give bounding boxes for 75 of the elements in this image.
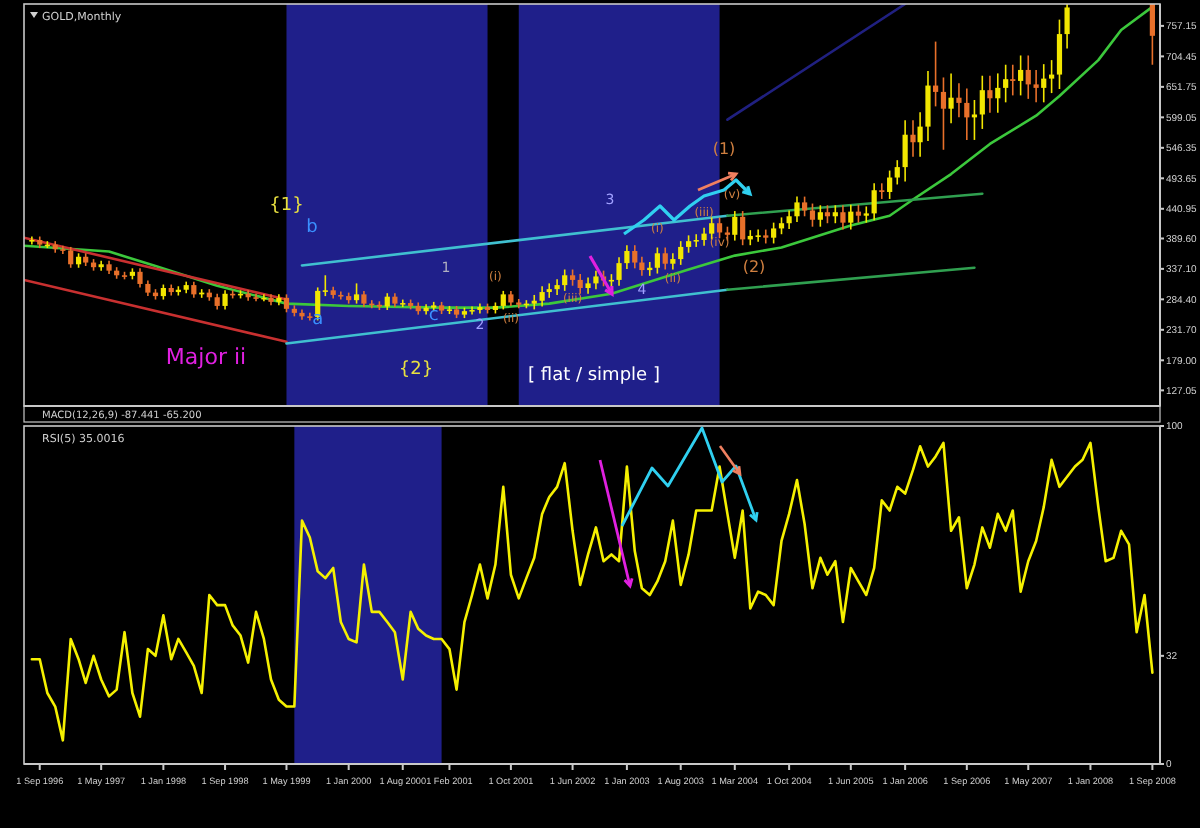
annotation: [ flat / simple ]	[528, 366, 660, 386]
candlestick	[871, 182, 877, 222]
candlestick	[1056, 18, 1063, 90]
candlestick	[546, 282, 552, 299]
candlestick	[593, 269, 599, 290]
candlestick	[531, 294, 537, 311]
candlestick	[910, 119, 916, 158]
annotation: b	[306, 218, 319, 238]
candlestick	[1025, 54, 1031, 100]
candlestick	[678, 240, 684, 266]
annotation: Major ii	[165, 344, 247, 370]
candlestick	[577, 273, 583, 295]
candlestick	[894, 159, 900, 186]
candlestick	[956, 82, 962, 119]
candlestick	[917, 111, 923, 158]
candlestick	[709, 216, 715, 241]
candlestick	[902, 119, 908, 183]
candlestick	[879, 182, 885, 200]
candlestick	[554, 278, 560, 296]
candlestick	[1064, 4, 1070, 50]
annotation: c	[428, 305, 439, 326]
candlestick	[964, 87, 970, 141]
candlestick	[948, 72, 954, 124]
candlestick	[817, 204, 823, 228]
candlestick	[1010, 63, 1016, 97]
candlestick	[137, 267, 143, 289]
annotation: {1}	[269, 195, 304, 216]
candlestick	[840, 204, 846, 231]
candlestick	[802, 195, 808, 218]
candlestick	[693, 233, 699, 248]
candlestick	[971, 99, 978, 141]
candlestick	[632, 244, 638, 270]
candlestick	[716, 216, 723, 240]
candlestick	[987, 74, 993, 114]
annotation: {2}	[398, 360, 434, 380]
candlestick	[940, 76, 947, 151]
line-series	[24, 5, 1154, 309]
candlestick	[1049, 59, 1055, 94]
candlestick	[654, 246, 660, 275]
annotation: (2)	[742, 258, 766, 276]
candlestick	[887, 169, 893, 200]
candlestick	[794, 195, 800, 223]
candlestick	[338, 290, 344, 301]
candlestick	[932, 40, 939, 108]
candlestick	[771, 221, 777, 245]
candlestick	[763, 228, 769, 245]
candlestick	[786, 209, 792, 230]
candlestick	[624, 244, 630, 270]
candlestick	[662, 246, 668, 271]
candlestick	[995, 72, 1001, 114]
candlestick	[755, 228, 761, 243]
candlestick	[353, 282, 360, 305]
candlestick	[925, 70, 931, 142]
candlestick	[29, 235, 35, 246]
candlestick	[740, 210, 746, 246]
candlestick	[809, 202, 816, 228]
candlestick	[500, 290, 506, 311]
candlestick	[732, 210, 738, 242]
candlestick	[469, 305, 475, 316]
candlestick	[562, 268, 568, 292]
candlestick	[68, 246, 74, 269]
candlestick	[299, 308, 305, 321]
annotation: a	[312, 309, 324, 330]
candlestick	[539, 285, 545, 308]
candlestick	[1041, 63, 1047, 104]
candlestick	[222, 289, 228, 311]
line-series	[30, 441, 1154, 742]
candlestick	[1149, 4, 1155, 66]
candlestick	[1003, 63, 1009, 104]
candlestick	[616, 256, 622, 287]
candlestick	[863, 205, 869, 224]
candlestick	[1033, 69, 1039, 104]
candlestick	[979, 74, 985, 130]
candlestick	[1018, 54, 1024, 97]
candlestick	[848, 203, 854, 231]
